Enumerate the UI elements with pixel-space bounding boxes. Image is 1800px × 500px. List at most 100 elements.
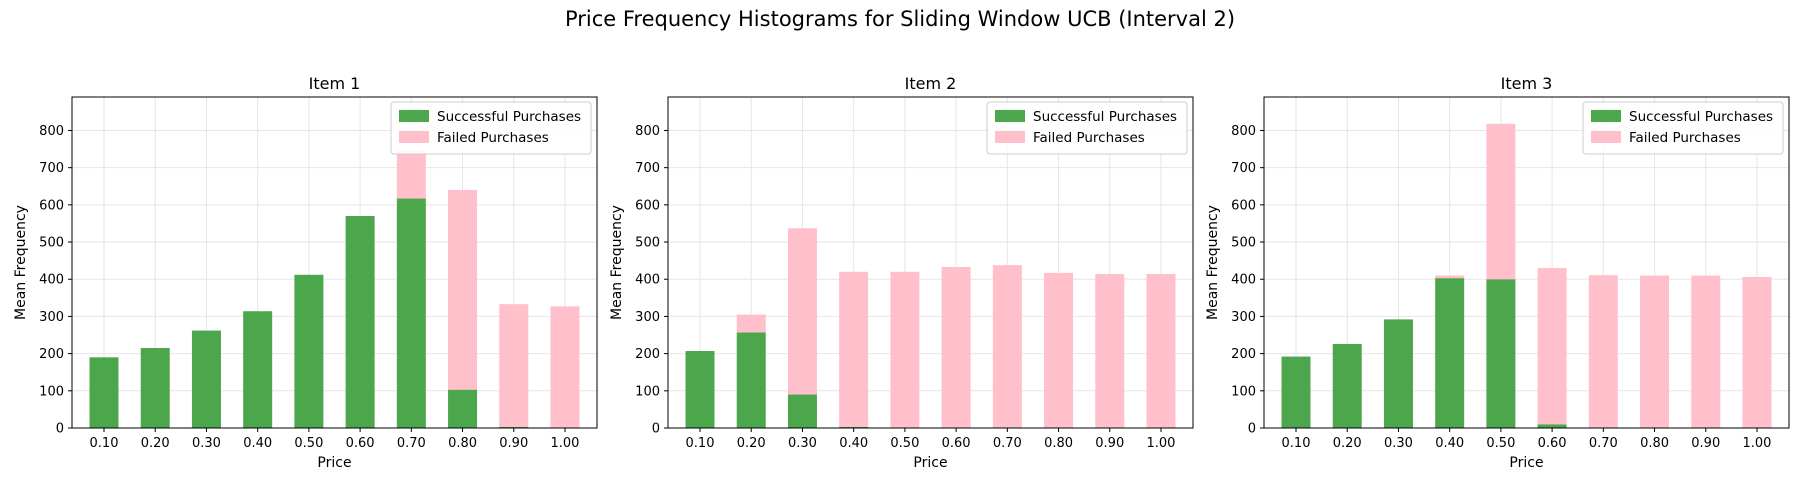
x-tick-label: 0.30: [192, 436, 221, 451]
chart-panel-3: Item 3 0 100 200 300 400 500 600 700 800 0.10 0.20 0…: [1205, 74, 1790, 471]
x-tick-label: 0.40: [243, 436, 272, 451]
y-tick-label: 0: [56, 422, 64, 437]
bar-successful: [1281, 356, 1311, 428]
figure-title: Price Frequency Histograms for Sliding W…: [565, 7, 1235, 31]
y-tick-label: 800: [1231, 124, 1256, 139]
legend-label: Failed Purchases: [437, 130, 549, 146]
x-tick-label: 0.30: [1384, 436, 1413, 451]
y-axis-label: Mean Frequency: [1205, 205, 1221, 320]
bar-successful: [243, 311, 273, 428]
legend: Successful Purchases Failed Purchases: [986, 101, 1188, 155]
bar-failed: [1588, 275, 1618, 428]
panel-title: Item 3: [1501, 74, 1553, 93]
bar-failed: [550, 306, 580, 428]
y-tick-label: 200: [39, 347, 64, 362]
bar-failed: [1044, 272, 1074, 428]
bar-failed: [736, 314, 766, 333]
bar-successful: [1332, 343, 1362, 428]
legend-label: Successful Purchases: [1629, 109, 1773, 125]
legend: Successful Purchases Failed Purchases: [1582, 101, 1784, 155]
legend-label: Failed Purchases: [1629, 130, 1741, 146]
x-tick-label: 0.10: [90, 436, 119, 451]
bar-successful: [1486, 279, 1516, 428]
bar-successful: [839, 426, 869, 428]
x-tick-label: 0.60: [1538, 436, 1567, 451]
legend: Successful Purchases Failed Purchases: [390, 101, 592, 155]
x-tick-label: 0.80: [1640, 436, 1669, 451]
legend-box: [390, 101, 592, 155]
x-tick-label: 0.90: [1095, 436, 1124, 451]
x-tick-label: 0.20: [1333, 436, 1362, 451]
y-tick-label: 300: [635, 310, 660, 325]
plot-frame: [667, 96, 1194, 429]
legend-swatch-successful: [399, 110, 429, 122]
chart-panels: Item 1 0 100 200 300 400 500 600 700 800 0.10 0.20 0…: [13, 74, 1790, 471]
bar-successful: [1435, 278, 1465, 428]
bar-successful: [396, 198, 426, 428]
y-tick-label: 700: [39, 161, 64, 176]
legend-swatch-successful: [1591, 110, 1621, 122]
bar-failed: [448, 189, 478, 390]
y-tick-label: 600: [1231, 198, 1256, 213]
x-axis-label: Price: [913, 455, 947, 471]
x-tick-label: 0.70: [993, 436, 1022, 451]
x-tick-label: 1.00: [1743, 436, 1772, 451]
plot-frame: [1263, 96, 1790, 429]
bar-successful: [294, 274, 324, 428]
bar-failed: [890, 271, 920, 428]
bar-failed: [1095, 274, 1125, 428]
legend-label: Successful Purchases: [1033, 109, 1177, 125]
y-axis-label: Mean Frequency: [609, 205, 625, 320]
x-tick-label: 0.10: [1282, 436, 1311, 451]
bar-successful: [1383, 319, 1413, 428]
bar-failed: [1537, 268, 1567, 425]
x-tick-label: 0.30: [788, 436, 817, 451]
bar-failed: [499, 304, 529, 427]
x-tick-label: 1.00: [551, 436, 580, 451]
y-tick-label: 600: [635, 198, 660, 213]
bar-failed: [1435, 275, 1465, 279]
x-tick-label: 0.20: [737, 436, 766, 451]
y-tick-label: 500: [39, 236, 64, 251]
bar-failed: [839, 271, 869, 427]
y-tick-label: 400: [39, 273, 64, 288]
x-tick-label: 0.80: [1044, 436, 1073, 451]
y-tick-label: 100: [635, 384, 660, 399]
bar-failed: [1146, 274, 1176, 428]
bar-failed: [1742, 277, 1772, 428]
chart-panel-2: Item 2 0 100 200 300 400 500 600 700 800 0.10 0.20 0…: [609, 74, 1194, 471]
y-tick-label: 700: [1231, 161, 1256, 176]
bar-failed: [992, 265, 1022, 428]
y-tick-label: 500: [635, 236, 660, 251]
bar-successful: [499, 426, 529, 428]
y-tick-label: 0: [1248, 422, 1256, 437]
y-tick-label: 700: [635, 161, 660, 176]
x-tick-label: 0.60: [346, 436, 375, 451]
bar-successful: [89, 357, 119, 428]
bar-successful: [448, 389, 478, 428]
plot-frame: [71, 96, 598, 429]
x-tick-label: 0.50: [294, 436, 323, 451]
x-tick-label: 0.70: [397, 436, 426, 451]
bar-failed: [396, 150, 426, 199]
bar-successful: [787, 394, 817, 428]
legend-label: Failed Purchases: [1033, 130, 1145, 146]
bar-failed: [1640, 275, 1670, 428]
bar-successful: [736, 332, 766, 428]
x-axis-label: Price: [1509, 455, 1543, 471]
y-tick-label: 300: [1231, 310, 1256, 325]
bar-failed: [941, 266, 971, 428]
bar-successful: [1537, 424, 1567, 428]
x-tick-label: 0.50: [890, 436, 919, 451]
legend-swatch-failed: [1591, 131, 1621, 143]
x-tick-label: 0.20: [141, 436, 170, 451]
bar-successful: [685, 351, 715, 428]
y-tick-label: 100: [1231, 384, 1256, 399]
bar-successful: [345, 216, 375, 428]
y-tick-label: 200: [635, 347, 660, 362]
legend-box: [1582, 101, 1784, 155]
y-tick-label: 0: [652, 422, 660, 437]
legend-box: [986, 101, 1188, 155]
chart-panel-1: Item 1 0 100 200 300 400 500 600 700 800 0.10 0.20 0…: [13, 74, 598, 471]
